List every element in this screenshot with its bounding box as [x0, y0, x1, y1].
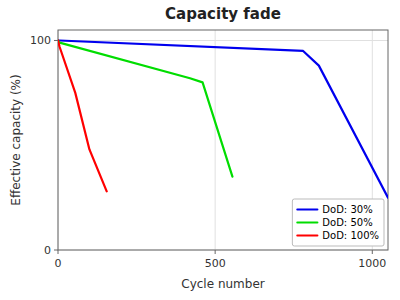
legend-label: DoD: 100% [322, 230, 379, 241]
chart-title: Capacity fade [165, 5, 281, 23]
series-line [58, 40, 388, 197]
y-tick [54, 40, 58, 41]
y-tick-label: 0 [44, 244, 51, 257]
plot-frame [58, 30, 388, 250]
legend-box [292, 199, 384, 246]
y-tick [54, 250, 58, 251]
series-lines [58, 40, 388, 197]
x-grid-line [215, 30, 216, 250]
legend-swatch [297, 234, 317, 236]
y-axis-label: Effective capacity (%) [9, 74, 23, 205]
x-tick [372, 250, 373, 254]
x-tick [215, 250, 216, 254]
legend-swatch [297, 221, 317, 223]
x-tick-label: 500 [205, 257, 226, 270]
chart-svg: 0 500 1000 0 100 Capacity fade Cycle number Eff… [0, 0, 400, 300]
x-tick [58, 250, 59, 254]
x-tick-label: 1000 [358, 257, 386, 270]
x-tick-label: 0 [55, 257, 62, 270]
axes: 0 500 1000 0 100 [30, 30, 388, 270]
x-axis-label: Cycle number [181, 277, 265, 291]
y-grid-line [58, 40, 388, 41]
legend-label: DoD: 30% [322, 204, 372, 215]
chart-container: 0 500 1000 0 100 Capacity fade Cycle number Eff… [0, 0, 400, 300]
series-line [58, 40, 107, 191]
series-line [58, 40, 232, 176]
legend: DoD: 30% DoD: 50% DoD: 100% [292, 199, 384, 246]
grid [58, 30, 388, 250]
legend-swatch [297, 208, 317, 210]
background [0, 0, 400, 300]
legend-label: DoD: 50% [322, 217, 372, 228]
y-tick-label: 100 [30, 34, 51, 47]
